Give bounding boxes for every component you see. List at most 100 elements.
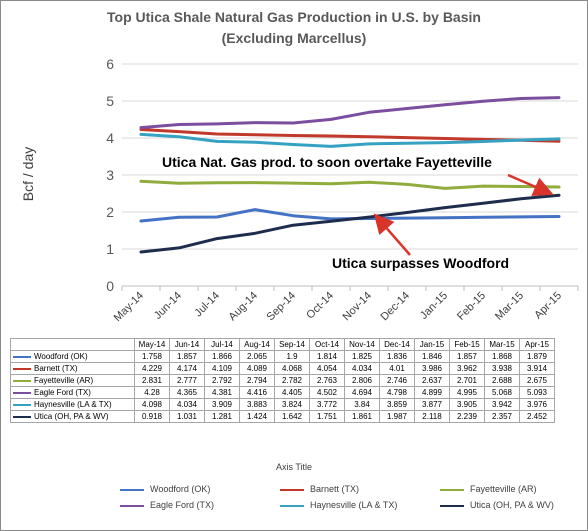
table-value-cell: 3.84 — [344, 398, 380, 411]
table-value-cell: 1.9 — [274, 350, 310, 363]
table-value-cell: 1.758 — [134, 350, 170, 363]
table-header-cell: Oct-14 — [309, 338, 345, 351]
table-value-cell: 4.229 — [134, 362, 170, 375]
legend-label: Haynesville (LA & TX) — [310, 500, 398, 510]
table-value-cell: 4.174 — [169, 362, 205, 375]
legend-label: Woodford (OK) — [150, 484, 211, 494]
x-tick-label: Sep-14 — [265, 290, 299, 324]
table-row-label: Woodford (OK) — [10, 350, 135, 363]
table-row: Utica (OH, PA & WV) 0.918 1.031 1.281 1.424 1… — [10, 410, 555, 423]
legend-item: Fayetteville (AR) — [440, 484, 537, 494]
table-value-cell: 2.118 — [414, 410, 450, 423]
table-value-cell: 2.065 — [239, 350, 275, 363]
y-tick-label: 4 — [106, 130, 114, 146]
table-value-cell: 1.424 — [239, 410, 275, 423]
table-value-cell: 3.914 — [519, 362, 555, 375]
table-value-cell: 2.746 — [379, 374, 415, 387]
series-name: Fayetteville (AR) — [34, 376, 94, 385]
table-value-cell: 4.034 — [169, 398, 205, 411]
y-tick-label: 1 — [106, 241, 114, 257]
series-swatch — [13, 379, 31, 382]
table-value-cell: 4.098 — [134, 398, 170, 411]
series-name: Utica (OH, PA & WV) — [34, 412, 109, 421]
table-header-cell: Feb-15 — [449, 338, 485, 351]
table-value-cell: 1.846 — [414, 350, 450, 363]
table-value-cell: 4.01 — [379, 362, 415, 375]
table-value-cell: 2.831 — [134, 374, 170, 387]
table-value-cell: 4.28 — [134, 386, 170, 399]
legend-swatch — [440, 504, 464, 507]
table-value-cell: 1.857 — [449, 350, 485, 363]
x-tick-label: Oct-14 — [304, 290, 336, 322]
table-value-cell: 3.986 — [414, 362, 450, 375]
table-value-cell: 3.859 — [379, 398, 415, 411]
table-row: Barnett (TX) 4.229 4.174 4.109 4.089 4.068 4.0… — [10, 362, 555, 375]
table-value-cell: 4.694 — [344, 386, 380, 399]
y-tick-label: 0 — [106, 278, 114, 294]
table-value-cell: 0.918 — [134, 410, 170, 423]
series-name: Woodford (OK) — [34, 352, 88, 361]
table-value-cell: 2.792 — [204, 374, 240, 387]
chart-title: Top Utica Shale Natural Gas Production i… — [107, 9, 481, 25]
table-value-cell: 3.942 — [484, 398, 520, 411]
x-axis-title: Axis Title — [275, 462, 312, 472]
table-row-label: Barnett (TX) — [10, 362, 135, 375]
annotation-overtake-fayetteville: Utica Nat. Gas prod. to soon overtake Fa… — [162, 154, 492, 170]
table-value-cell: 1.825 — [344, 350, 380, 363]
table-row: Haynesville (LA & TX) 4.098 4.034 3.909 3.88… — [10, 398, 555, 411]
x-tick-label: Nov-14 — [341, 290, 375, 324]
table-header-cell: Mar-15 — [484, 338, 520, 351]
table-value-cell: 2.357 — [484, 410, 520, 423]
y-tick-label: 2 — [106, 204, 114, 220]
legend-item: Utica (OH, PA & WV) — [440, 500, 554, 510]
x-tick-label: May-14 — [112, 290, 146, 324]
table-row-label: Haynesville (LA & TX) — [10, 398, 135, 411]
table-value-cell: 2.239 — [449, 410, 485, 423]
table-value-cell: 2.452 — [519, 410, 555, 423]
series-name: Haynesville (LA & TX) — [34, 400, 112, 409]
table-value-cell: 3.883 — [239, 398, 275, 411]
legend-swatch — [120, 504, 144, 507]
table-value-cell: 4.995 — [449, 386, 485, 399]
legend-label: Fayetteville (AR) — [470, 484, 537, 494]
table-value-cell: 2.777 — [169, 374, 205, 387]
table-value-cell: 1.987 — [379, 410, 415, 423]
series-name: Barnett (TX) — [34, 364, 78, 373]
table-value-cell: 3.938 — [484, 362, 520, 375]
table-header-cell: Jan-15 — [414, 338, 450, 351]
legend-item: Eagle Ford (TX) — [120, 500, 214, 510]
series-line-barnett-tx — [139, 128, 561, 143]
table-value-cell: 4.365 — [169, 386, 205, 399]
table-value-cell: 4.034 — [344, 362, 380, 375]
legend-label: Eagle Ford (TX) — [150, 500, 215, 510]
chart-subtitle: (Excluding Marcellus) — [221, 30, 367, 46]
table-value-cell: 1.861 — [344, 410, 380, 423]
table-row-label: Eagle Ford (TX) — [10, 386, 135, 399]
table-header-cell: Jul-14 — [204, 338, 240, 351]
table-value-cell: 3.962 — [449, 362, 485, 375]
table-row: Fayetteville (AR) 2.831 2.777 2.792 2.794 2.7… — [10, 374, 555, 387]
annotation-surpasses-woodford: Utica surpasses Woodford — [332, 255, 510, 271]
table-value-cell: 2.701 — [449, 374, 485, 387]
table-value-cell: 3.976 — [519, 398, 555, 411]
table-value-cell: 5.093 — [519, 386, 555, 399]
table-value-cell: 1.751 — [309, 410, 345, 423]
table-value-cell: 3.824 — [274, 398, 310, 411]
table-header-cell: Aug-14 — [239, 338, 275, 351]
legend-swatch — [280, 488, 304, 491]
legend-label: Barnett (TX) — [310, 484, 360, 494]
table-value-cell: 4.416 — [239, 386, 275, 399]
legend-swatch — [280, 504, 304, 507]
table-value-cell: 1.836 — [379, 350, 415, 363]
legend-swatch — [440, 488, 464, 491]
table-value-cell: 3.877 — [414, 398, 450, 411]
table-header-cell: May-14 — [134, 338, 170, 351]
table-header-cell: Sep-14 — [274, 338, 310, 351]
table-value-cell: 2.806 — [344, 374, 380, 387]
series-swatch — [13, 367, 31, 370]
series-line-fayetteville-ar — [139, 179, 561, 190]
table-value-cell: 2.675 — [519, 374, 555, 387]
series-line-haynesville-la-tx — [139, 132, 561, 148]
